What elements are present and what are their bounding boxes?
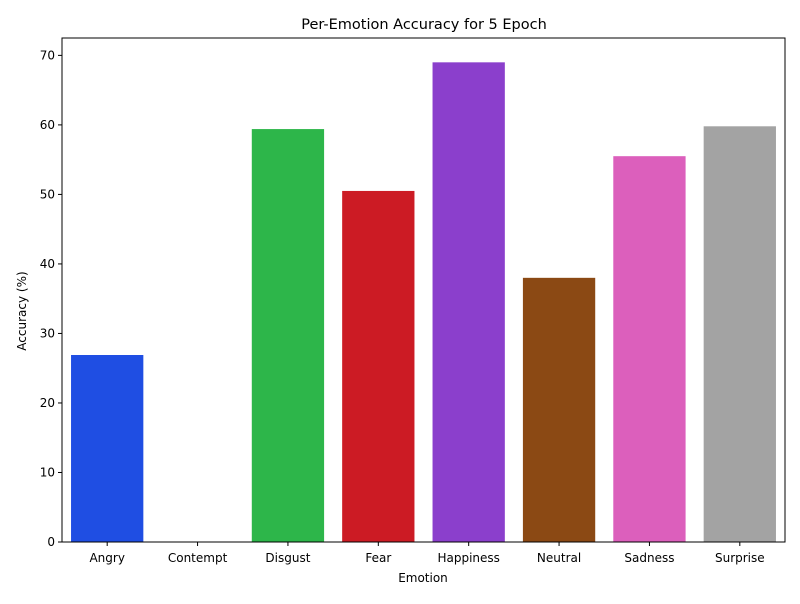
bar-fear (342, 190, 415, 542)
x-tick-label: Sadness (624, 551, 674, 565)
x-axis: Angry Contempt Disgust Fear Happiness Neutral… (89, 542, 765, 565)
bars-layer (71, 62, 776, 542)
x-tick-label: Contempt (168, 551, 228, 565)
x-tick-label: Neutral (537, 551, 581, 565)
bar-happiness (432, 62, 505, 542)
plot-frame (61, 37, 786, 543)
y-tick-label: 40 (40, 257, 55, 271)
y-tick-label: 50 (40, 187, 55, 201)
bar-angry (71, 355, 144, 542)
bar-sadness (613, 156, 686, 542)
bar-disgust (251, 129, 325, 542)
x-tick-label: Angry (89, 551, 124, 565)
x-tick-label: Disgust (265, 551, 310, 565)
x-tick-label: Surprise (715, 551, 765, 565)
y-tick-label: 0 (47, 535, 55, 549)
y-tick-label: 20 (40, 396, 55, 410)
y-tick-label: 30 (40, 326, 55, 340)
y-tick-label: 10 (40, 465, 55, 479)
x-axis-title: Emotion (398, 571, 448, 585)
bar-surprise (703, 126, 776, 542)
x-tick-label: Happiness (437, 551, 499, 565)
y-tick-label: 70 (40, 48, 55, 62)
y-axis: 0 10 20 30 40 50 60 70 (40, 48, 62, 549)
chart-title: Per-Emotion Accuracy for 5 Epoch (301, 17, 547, 33)
y-tick-label: 60 (40, 118, 55, 132)
y-axis-title: Accuracy (%) (15, 271, 29, 350)
bar-neutral (522, 277, 596, 542)
x-tick-label: Fear (365, 551, 391, 565)
